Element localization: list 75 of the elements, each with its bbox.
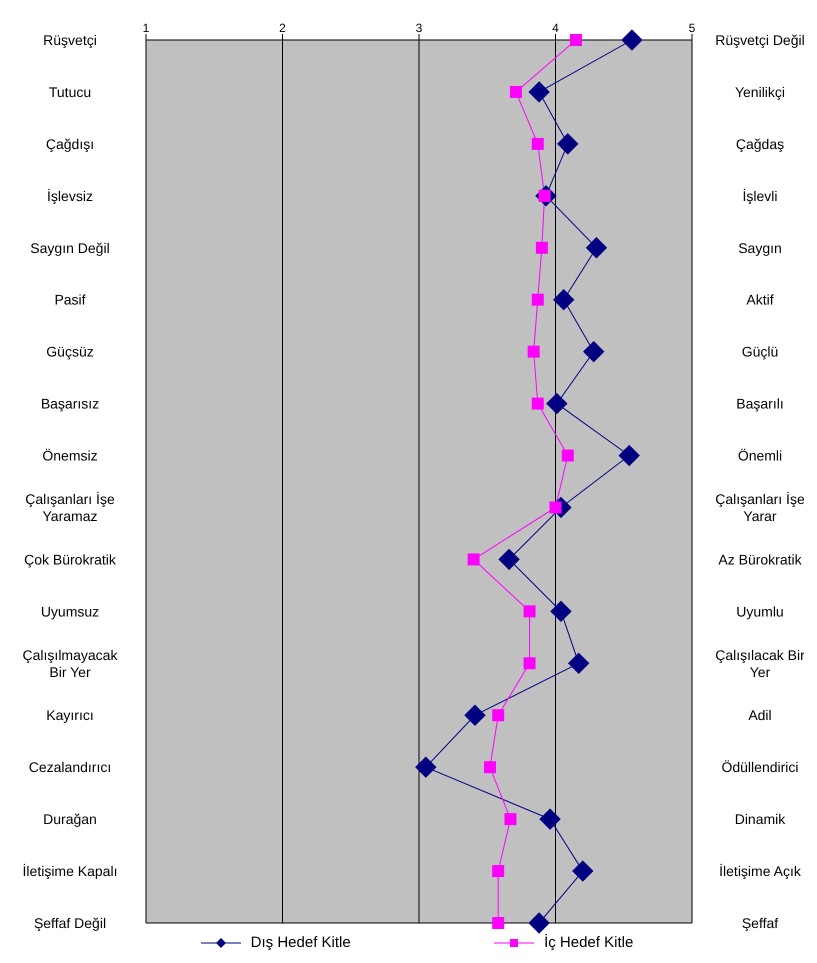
- y-tick-label: Uyumsuz: [40, 603, 100, 620]
- y2-tick-label: Önemli: [738, 448, 782, 464]
- point: [536, 242, 548, 254]
- point: [492, 709, 504, 722]
- point: [550, 501, 562, 514]
- point: [528, 81, 550, 102]
- y-tick-label: Kayırıcı: [46, 707, 94, 724]
- y-tick-label: İletişime Kapalı: [22, 863, 118, 880]
- point: [618, 445, 640, 466]
- y-tick-label: İşlevsiz: [47, 188, 93, 204]
- point: [583, 341, 604, 362]
- point: [468, 553, 480, 566]
- y2-tick-label: Çağdaş: [736, 136, 784, 152]
- point: [553, 289, 574, 310]
- y2-tick-label: Aktif: [746, 292, 774, 308]
- point: [540, 808, 561, 830]
- y2-tick-label: Güçlü: [742, 344, 778, 360]
- point: [464, 704, 486, 726]
- point: [572, 860, 594, 882]
- y-tick-label: Çok Bürokratik: [24, 551, 117, 568]
- y-tick-label: Durağan: [43, 811, 97, 828]
- legend-label: İç Hedef Kitle: [544, 934, 634, 951]
- point: [586, 237, 607, 258]
- y2-tick-label: Yenilikçi: [734, 84, 786, 100]
- y2-tick-label: Az Bürokratik: [718, 551, 803, 568]
- y2-tick-label: Şeffaf: [742, 915, 778, 931]
- x-tick-label: 5: [688, 21, 696, 35]
- y2-tick-label: Saygın: [738, 240, 782, 256]
- point: [570, 34, 582, 46]
- point: [524, 605, 536, 618]
- legend-label: Dış Hedef Kitle: [250, 934, 351, 951]
- y2-tick-label: İşlevli: [742, 188, 778, 204]
- y2-tick-label: Başarılı: [736, 396, 784, 412]
- y2-tick-label: Uyumlu: [736, 603, 784, 620]
- y-tick-label: Cezalandırıcı: [28, 759, 112, 776]
- point: [524, 657, 536, 670]
- point: [562, 450, 574, 462]
- point: [532, 294, 544, 306]
- point: [498, 548, 520, 570]
- point: [484, 761, 496, 774]
- point: [550, 600, 572, 622]
- y-tick-label: Tutucu: [48, 84, 92, 100]
- point: [621, 30, 642, 50]
- point: [528, 346, 540, 358]
- x-tick-label: 4: [552, 21, 560, 35]
- point: [415, 756, 436, 778]
- y2-tick-label: Dinamik: [734, 811, 786, 828]
- y-tick-label: Çağdışı: [46, 136, 94, 152]
- y-tick-label: Başarısız: [40, 396, 100, 412]
- point: [510, 86, 522, 98]
- y-tick-label: Güçsüz: [46, 344, 94, 360]
- y2-tick-label: Rüşvetçi Değil: [715, 32, 805, 48]
- y-tick-label: Pasif: [54, 292, 86, 308]
- x-tick-label: 2: [279, 21, 286, 35]
- point: [492, 917, 504, 929]
- y-tick-label: Şeffaf Değil: [34, 915, 106, 931]
- point: [532, 138, 544, 150]
- y2-tick-label: İletişime Açık: [719, 863, 802, 880]
- point: [504, 813, 516, 826]
- y2-tick-label: Adil: [748, 707, 772, 724]
- point: [546, 393, 568, 414]
- y-tick-label: Çalışanları İşe Yaramaz: [25, 490, 115, 524]
- point: [492, 865, 504, 878]
- point: [557, 133, 578, 154]
- y-tick-label: Rüşvetçi: [43, 32, 97, 48]
- point: [568, 652, 590, 674]
- x-tick-label: 3: [416, 21, 423, 35]
- x-tick-label: 1: [142, 21, 150, 35]
- y-tick-label: Önemsiz: [42, 448, 98, 464]
- y-tick-label: Saygın Değil: [30, 240, 110, 256]
- y-tick-label: Çalışılmayacak Bir Yer: [22, 646, 118, 680]
- point: [532, 398, 544, 410]
- point: [528, 912, 550, 934]
- y2-tick-label: Ödüllendirici: [721, 759, 799, 776]
- y2-tick-label: Çalışanları İşe Yarar: [715, 490, 805, 524]
